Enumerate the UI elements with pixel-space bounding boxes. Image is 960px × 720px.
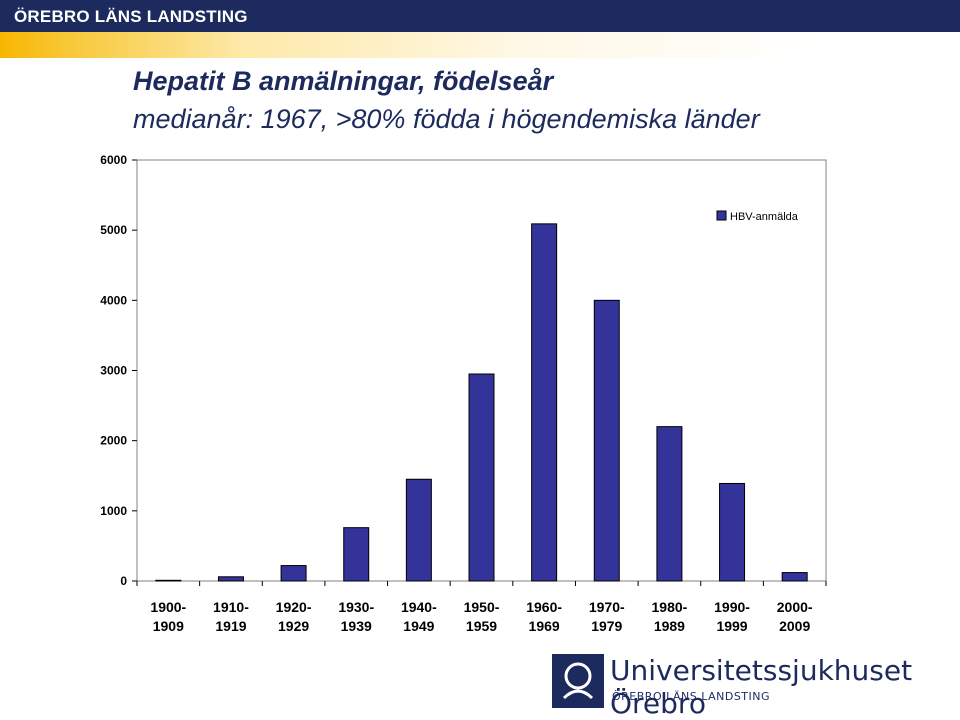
x-tick-label: 1969 xyxy=(529,618,560,634)
x-tick-label: 1999 xyxy=(716,618,747,634)
bar xyxy=(656,426,683,582)
x-tick-label: 1950- xyxy=(464,599,500,615)
chart-subtitle: medianår: 1967, >80% födda i högendemisk… xyxy=(133,104,760,134)
y-tick-label: 5000 xyxy=(100,223,127,237)
x-tick-label: 1940- xyxy=(401,599,437,615)
legend-swatch xyxy=(716,210,727,221)
bar xyxy=(343,527,370,582)
logo-name: Universitetssjukhuset Örebro xyxy=(610,654,913,720)
x-tick-label: 1939 xyxy=(341,618,372,634)
x-tick-label: 1990- xyxy=(714,599,750,615)
bar xyxy=(781,572,808,582)
y-tick-label: 0 xyxy=(120,574,127,588)
x-tick-label: 1960- xyxy=(526,599,562,615)
bar xyxy=(593,299,620,582)
x-tick-label: 2009 xyxy=(779,618,810,634)
x-tick-label: 1900- xyxy=(150,599,186,615)
x-tick-label: 1910- xyxy=(213,599,249,615)
x-tick-label: 1909 xyxy=(153,618,184,634)
y-tick-label: 1000 xyxy=(100,504,127,518)
y-tick-label: 6000 xyxy=(100,153,127,167)
hospital-logo-icon xyxy=(552,654,604,708)
x-tick-label: 1929 xyxy=(278,618,309,634)
x-tick-label: 1959 xyxy=(466,618,497,634)
x-tick-label: 1919 xyxy=(215,618,246,634)
bar xyxy=(155,579,182,582)
accent-stripe xyxy=(0,32,960,58)
y-tick-label: 3000 xyxy=(100,364,127,378)
bar xyxy=(468,373,495,582)
chart-title: Hepatit B anmälningar, födelseår xyxy=(133,66,554,96)
x-tick-label: 1920- xyxy=(276,599,312,615)
bar xyxy=(719,482,746,582)
y-tick-label: 4000 xyxy=(100,293,127,307)
x-tick-label: 1989 xyxy=(654,618,685,634)
brand-name: ÖREBRO LÄNS LANDSTING xyxy=(14,7,248,26)
x-tick-label: 1949 xyxy=(403,618,434,634)
x-tick-label: 2000- xyxy=(777,599,813,615)
x-tick-label: 1979 xyxy=(591,618,622,634)
bar xyxy=(217,576,244,582)
x-tick-label: 1980- xyxy=(652,599,688,615)
logo-subtitle: ÖREBRO LÄNS LANDSTING xyxy=(612,690,771,703)
legend-label: HBV-anmälda xyxy=(730,211,799,223)
x-tick-label: 1970- xyxy=(589,599,625,615)
bar xyxy=(531,223,558,582)
header-bar: ÖREBRO LÄNS LANDSTING xyxy=(0,0,960,32)
bar xyxy=(280,565,307,582)
y-tick-label: 2000 xyxy=(100,434,127,448)
bar xyxy=(405,478,432,582)
x-tick-label: 1930- xyxy=(338,599,374,615)
